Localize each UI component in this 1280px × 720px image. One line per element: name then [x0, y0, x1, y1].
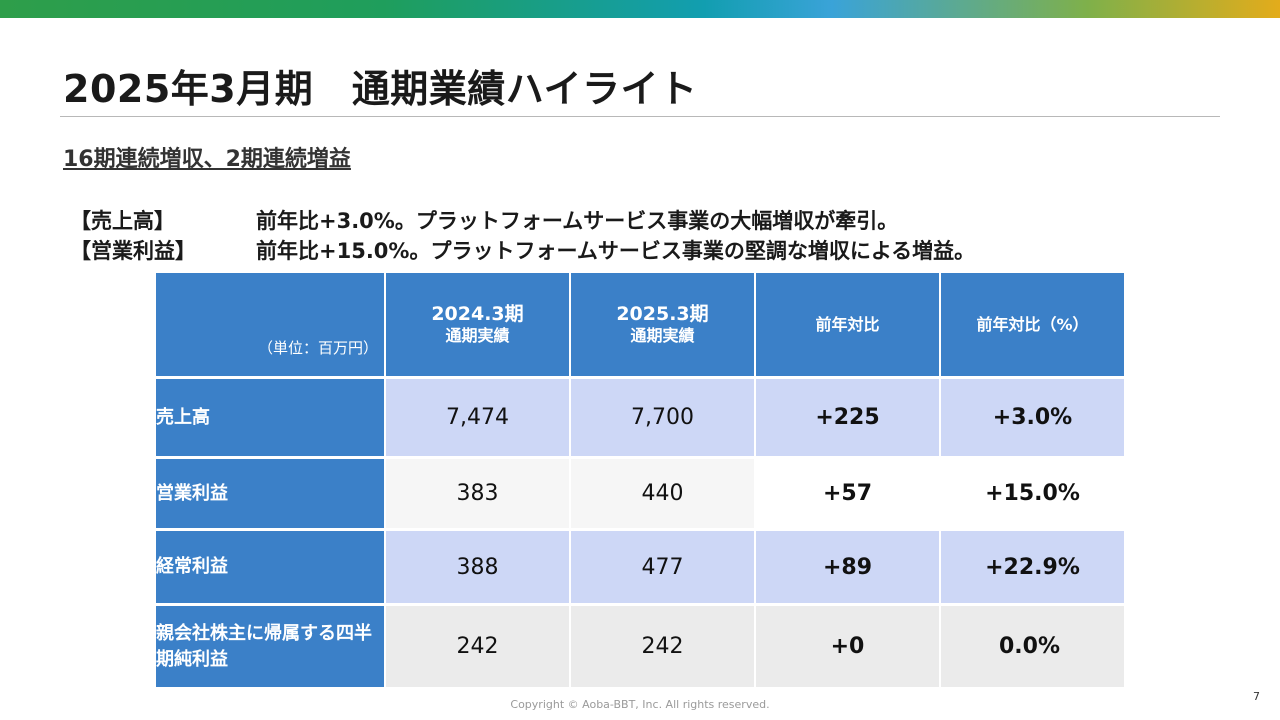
summary-label: 【売上高】 [70, 209, 175, 233]
cell-yoy-pct: +3.0% [941, 379, 1126, 459]
summary-row-sales: 【売上高】 前年比+3.0%。プラットフォームサービス事業の大幅増収が牽引。 [70, 205, 975, 235]
header-yoy-pct: 前年対比（%） [941, 273, 1126, 379]
header-main: 前年対比（%） [976, 314, 1089, 334]
header-yoy-diff: 前年対比 [756, 273, 941, 379]
table-header-row: （単位：百万円） 2024.3期 通期実績 2025.3期 通期実績 前年対比 … [156, 273, 1126, 379]
summary-text: 前年比+3.0%。プラットフォームサービス事業の大幅増収が牽引。 [256, 209, 899, 233]
cell-fy2024: 242 [386, 606, 571, 690]
table-row: 営業利益 383 440 +57 +15.0% [156, 459, 1126, 531]
header-main: 2025.3期 [616, 302, 709, 325]
cell-fy2024: 7,474 [386, 379, 571, 459]
header-fy2024: 2024.3期 通期実績 [386, 273, 571, 379]
cell-yoy-pct: +15.0% [941, 459, 1126, 531]
header-fy2025: 2025.3期 通期実績 [571, 273, 756, 379]
header-main: 2024.3期 [431, 302, 524, 325]
table-row: 売上高 7,474 7,700 +225 +3.0% [156, 379, 1126, 459]
cell-fy2025: 440 [571, 459, 756, 531]
row-label: 営業利益 [156, 459, 386, 531]
row-label: 売上高 [156, 379, 386, 459]
top-gradient-bar [0, 0, 1280, 18]
cell-yoy-pct: +22.9% [941, 531, 1126, 606]
header-sub: 通期実績 [630, 326, 695, 346]
unit-header-cell: （単位：百万円） [156, 273, 386, 379]
summary-block: 【売上高】 前年比+3.0%。プラットフォームサービス事業の大幅増収が牽引。 【… [70, 205, 975, 265]
table-row: 経常利益 388 477 +89 +22.9% [156, 531, 1126, 606]
title-divider [60, 116, 1220, 117]
header-main: 前年対比 [815, 314, 880, 334]
cell-fy2025: 477 [571, 531, 756, 606]
cell-fy2024: 383 [386, 459, 571, 531]
cell-fy2024: 388 [386, 531, 571, 606]
page-number: 7 [1253, 690, 1260, 703]
cell-yoy-diff: +0 [756, 606, 941, 690]
copyright-footer: Copyright © Aoba-BBT, Inc. All rights re… [510, 698, 770, 711]
header-sub: 通期実績 [445, 326, 510, 346]
summary-text: 前年比+15.0%。プラットフォームサービス事業の堅調な増収による増益。 [256, 239, 976, 263]
cell-yoy-diff: +57 [756, 459, 941, 531]
slide-subtitle: 16期連続増収、2期連続増益 [63, 147, 351, 172]
unit-label: （単位：百万円） [257, 339, 378, 357]
row-label: 親会社株主に帰属する四半期純利益 [156, 606, 386, 690]
cell-yoy-diff: +225 [756, 379, 941, 459]
cell-fy2025: 7,700 [571, 379, 756, 459]
results-table: （単位：百万円） 2024.3期 通期実績 2025.3期 通期実績 前年対比 … [156, 273, 1126, 690]
summary-label: 【営業利益】 [70, 239, 196, 263]
cell-fy2025: 242 [571, 606, 756, 690]
row-label: 経常利益 [156, 531, 386, 606]
slide-title: 2025年3月期 通期業績ハイライト [63, 67, 698, 111]
table-row: 親会社株主に帰属する四半期純利益 242 242 +0 0.0% [156, 606, 1126, 690]
cell-yoy-pct: 0.0% [941, 606, 1126, 690]
summary-row-operating-profit: 【営業利益】 前年比+15.0%。プラットフォームサービス事業の堅調な増収による… [70, 235, 975, 265]
cell-yoy-diff: +89 [756, 531, 941, 606]
